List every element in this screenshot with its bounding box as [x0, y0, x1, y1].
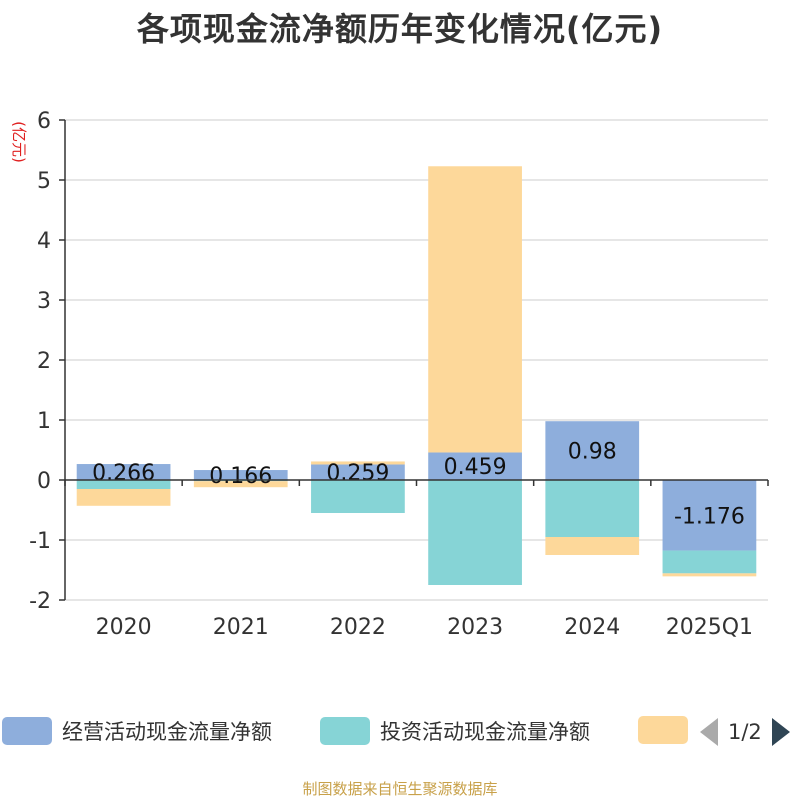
y-axis-unit-label: (亿元) [10, 121, 28, 163]
x-tick-label-2024: 2024 [564, 615, 620, 640]
bar-2020-series-2 [76, 489, 171, 506]
bar-2020-series-0 [76, 464, 171, 480]
bar-2022-series-2 [311, 461, 405, 465]
legend-item-investing[interactable]: 投资活动现金流量净额 [320, 716, 590, 746]
y-tick-label: 4 [37, 229, 51, 254]
prev-page-arrow-icon[interactable] [700, 718, 718, 746]
bar-2025Q1-series-1 [662, 550, 757, 574]
legend-item-financing[interactable] [638, 716, 688, 744]
data-label-2022: 0.259 [326, 461, 389, 486]
legend-label-operating: 经营活动现金流量净额 [62, 720, 272, 744]
bar-2025Q1-series-2 [662, 573, 757, 577]
x-tick-label-2022: 2022 [330, 615, 386, 640]
bar-2024-series-0 [545, 421, 640, 480]
y-tick-label: 0 [37, 469, 51, 494]
legend-swatch-operating [2, 717, 52, 745]
data-label-2025Q1: -1.176 [674, 504, 745, 529]
bar-2020-series-1 [76, 480, 171, 489]
data-label-2020: 0.266 [92, 461, 155, 486]
bar-2025Q1-series-0 [662, 480, 757, 551]
bar-2023-series-1 [428, 480, 522, 585]
bar-2022-series-0 [311, 464, 405, 480]
x-tick-label-2020: 2020 [96, 615, 152, 640]
data-label-2023: 0.459 [444, 455, 507, 480]
data-label-2024: 0.98 [568, 440, 617, 465]
legend-pager: 1/2 [700, 718, 790, 746]
source-note: 制图数据来自恒生聚源数据库 [302, 780, 498, 798]
legend-item-operating[interactable]: 经营活动现金流量净额 [2, 716, 272, 746]
bar-chart: (亿元) -2 -1 0 1 2 3 4 5 6 0.266 0.166 0.259 0.459 0.98 -… [10, 109, 769, 640]
y-tick-label: 5 [37, 169, 51, 194]
x-tick-label-2023: 2023 [447, 615, 503, 640]
chart-title: 各项现金流净额历年变化情况(亿元) [136, 10, 664, 48]
legend: 经营活动现金流量净额 投资活动现金流量净额 1/2 [0, 712, 800, 756]
bar-2023-series-2 [428, 166, 522, 453]
legend-label-investing: 投资活动现金流量净额 [380, 720, 590, 744]
bar-2021-series-2 [193, 481, 288, 488]
x-tick-label-2021: 2021 [213, 615, 269, 640]
bar-2024-series-1 [545, 480, 640, 537]
x-tick-label-2025Q1: 2025Q1 [666, 615, 753, 640]
y-tick-label: -2 [29, 589, 51, 614]
legend-swatch-financing [638, 716, 688, 744]
y-tick-label: 1 [37, 409, 51, 434]
y-tick-label: 2 [37, 349, 51, 374]
legend-swatch-investing [320, 717, 370, 745]
y-tick-label: 6 [37, 109, 51, 134]
y-tick-label: -1 [29, 529, 51, 554]
y-tick-label: 3 [37, 289, 51, 314]
bar-2024-series-2 [545, 537, 640, 555]
bar-2022-series-1 [311, 480, 405, 513]
legend-page-indicator: 1/2 [728, 720, 762, 744]
data-label-2021: 0.166 [209, 464, 272, 489]
bar-2023-series-0 [428, 452, 522, 480]
next-page-arrow-icon[interactable] [771, 718, 790, 746]
bar-2021-series-0 [193, 470, 288, 480]
